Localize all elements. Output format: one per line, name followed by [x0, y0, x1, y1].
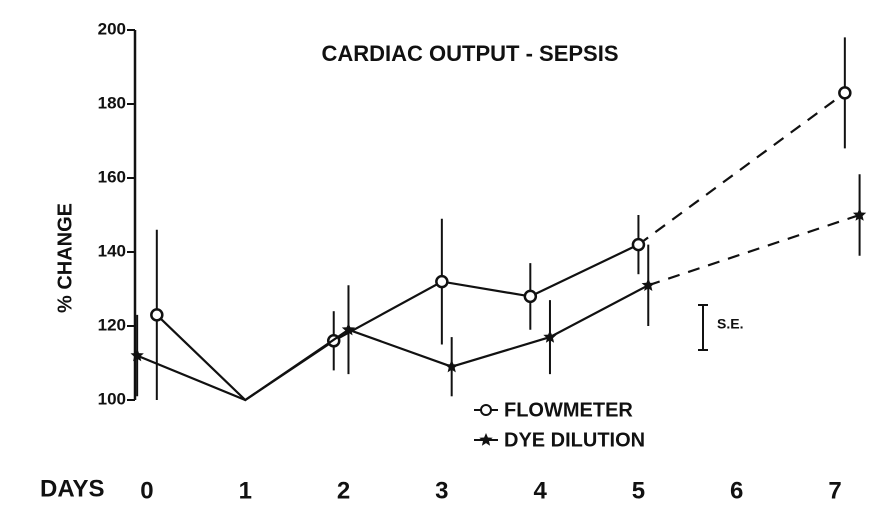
- se-label: S.E.: [717, 316, 743, 332]
- point: [523, 289, 538, 304]
- point: [631, 237, 646, 252]
- x-tick-label: 1: [239, 477, 252, 504]
- x-tick-label: 0: [140, 477, 153, 504]
- series-line: [136, 284, 649, 402]
- series-line: [647, 213, 860, 287]
- x-tick-label: 6: [730, 477, 743, 504]
- y-tick-label: 120: [98, 315, 126, 334]
- point: [150, 308, 164, 322]
- legend-label: FLOWMETER: [504, 399, 633, 421]
- point: [445, 359, 459, 373]
- y-axis-label: % CHANGE: [54, 203, 76, 313]
- x-tick-label: 4: [533, 477, 547, 504]
- y-tick-label: 160: [98, 167, 126, 186]
- point: [543, 330, 557, 343]
- point: [435, 274, 449, 289]
- y-tick-label: 140: [98, 241, 126, 260]
- chart-title: CARDIAC OUTPUT - SEPSIS: [321, 41, 618, 66]
- point: [641, 278, 655, 291]
- x-tick-label: 3: [435, 477, 448, 504]
- y-tick-label: 180: [98, 93, 126, 112]
- legend-label: DYE DILUTION: [504, 429, 645, 451]
- series-line: [637, 92, 846, 246]
- point: [130, 348, 144, 362]
- y-tick-label: 200: [98, 19, 126, 38]
- point: [838, 86, 852, 100]
- series-line: [156, 243, 639, 402]
- legend-marker: [479, 433, 493, 446]
- x-tick-label: 5: [632, 477, 645, 504]
- x-tick-label: 7: [828, 477, 841, 504]
- x-axis-label: DAYS: [40, 475, 104, 502]
- x-tick-label: 2: [337, 477, 350, 504]
- legend-marker: [480, 404, 492, 416]
- point: [852, 208, 867, 221]
- point: [341, 322, 356, 336]
- y-tick-label: 100: [98, 389, 126, 408]
